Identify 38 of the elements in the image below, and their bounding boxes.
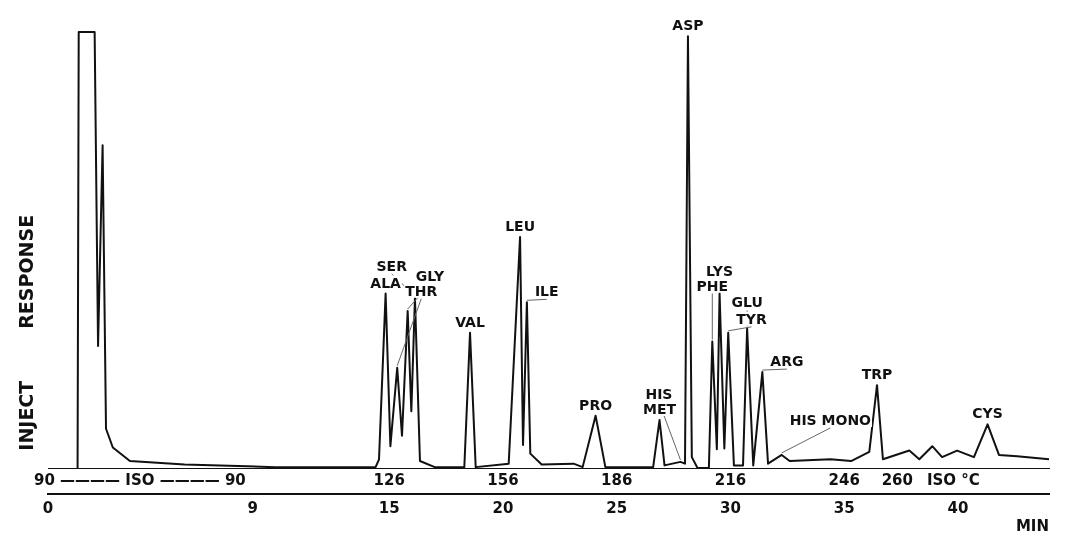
x2-tick-label: 126 bbox=[373, 470, 405, 489]
x2-tick-label: 246 bbox=[828, 470, 860, 489]
x-axis-title: MIN bbox=[1015, 516, 1049, 535]
x-tick-label: 0 bbox=[42, 498, 54, 517]
text: INJECT bbox=[14, 380, 37, 451]
annotation: MET bbox=[643, 401, 677, 418]
annotation: ARG bbox=[770, 353, 804, 370]
annotation: GLU bbox=[731, 294, 763, 311]
annotation: LYS bbox=[706, 262, 734, 279]
x2-tick-label: 186 bbox=[601, 470, 633, 489]
annotation: GLY bbox=[415, 268, 445, 285]
annotation: VAL bbox=[455, 313, 485, 330]
annotation: PHE bbox=[696, 277, 729, 294]
annotation: ASP bbox=[672, 17, 704, 34]
y-axis-title: RESPONSE bbox=[14, 214, 37, 329]
text: ISO °C bbox=[926, 470, 980, 489]
x2-tick-label: 156 bbox=[487, 470, 519, 489]
annotation: THR bbox=[405, 282, 438, 299]
x-tick-label: 25 bbox=[606, 498, 628, 517]
x2-tick-label: 260 bbox=[881, 470, 913, 489]
x2-tick-label: 216 bbox=[714, 470, 747, 489]
annotation: TYR bbox=[736, 310, 767, 327]
x-tick-label: 9 bbox=[247, 498, 258, 517]
x-tick-label: 20 bbox=[492, 498, 514, 517]
annotation: LEU bbox=[505, 217, 535, 234]
annotation: SER bbox=[376, 257, 408, 274]
annotation: HIS bbox=[645, 385, 673, 402]
annotation: PRO bbox=[579, 396, 613, 413]
text: 90 ———— ISO ———— 90 bbox=[34, 470, 246, 489]
annotation: ILE bbox=[534, 283, 559, 300]
annotation: TRP bbox=[861, 366, 893, 383]
x-tick-label: 15 bbox=[378, 498, 400, 517]
x-tick-label: 35 bbox=[833, 498, 855, 517]
x-tick-label: 40 bbox=[947, 498, 969, 517]
annotation: ALA bbox=[370, 274, 402, 291]
annotation: CYS bbox=[972, 405, 1003, 422]
annotation: HIS MONO bbox=[789, 411, 872, 428]
x-tick-label: 30 bbox=[720, 498, 741, 517]
